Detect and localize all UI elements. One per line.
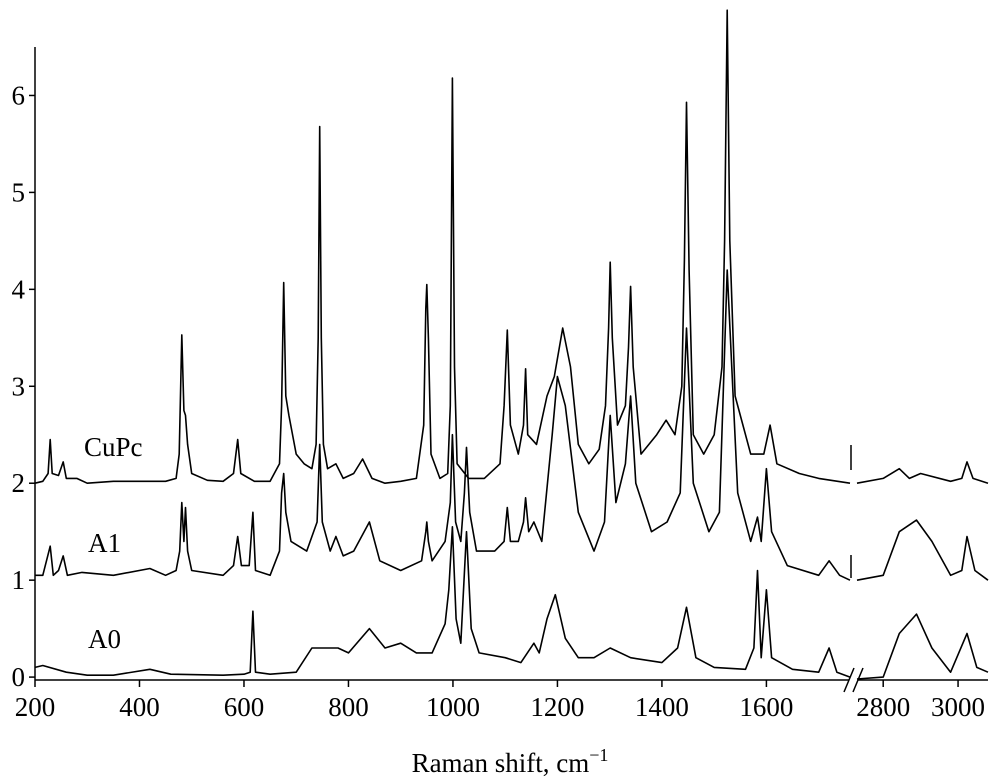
y-tick-label: 5 (12, 177, 26, 207)
y-tick-label: 4 (12, 274, 26, 304)
x-axis-title: Raman shift, cm−1 (412, 745, 609, 778)
x-tick-label: 1200 (530, 692, 584, 722)
x-axis-title-sup: −1 (589, 745, 608, 765)
y-tick-label: 2 (12, 468, 26, 498)
x-tick-label: 1000 (426, 692, 480, 722)
axis-break (843, 667, 855, 693)
x-tick-label: 200 (15, 692, 56, 722)
x-tick-label: 2800 (856, 692, 910, 722)
y-tick-label: 6 (12, 80, 26, 110)
series-label: A1 (88, 528, 121, 558)
y-tick-label: 3 (12, 371, 26, 401)
spectrum-line (35, 269, 989, 581)
y-tick-label: 1 (12, 565, 26, 595)
spectrum-line (34, 9, 989, 484)
x-tick-label: 600 (224, 692, 265, 722)
series-label: CuPc (84, 432, 143, 462)
y-tick-label: 0 (12, 662, 26, 692)
series-label: A0 (88, 624, 121, 654)
x-tick-label: 800 (328, 692, 369, 722)
x-tick-label: 400 (119, 692, 160, 722)
x-tick-label: 1600 (739, 692, 793, 722)
spectrum-line (34, 526, 989, 680)
x-tick-label: 1400 (635, 692, 689, 722)
x-axis-title-text: Raman shift, cm (412, 748, 590, 778)
axis-break (852, 667, 864, 693)
x-tick-label: 3000 (931, 692, 985, 722)
